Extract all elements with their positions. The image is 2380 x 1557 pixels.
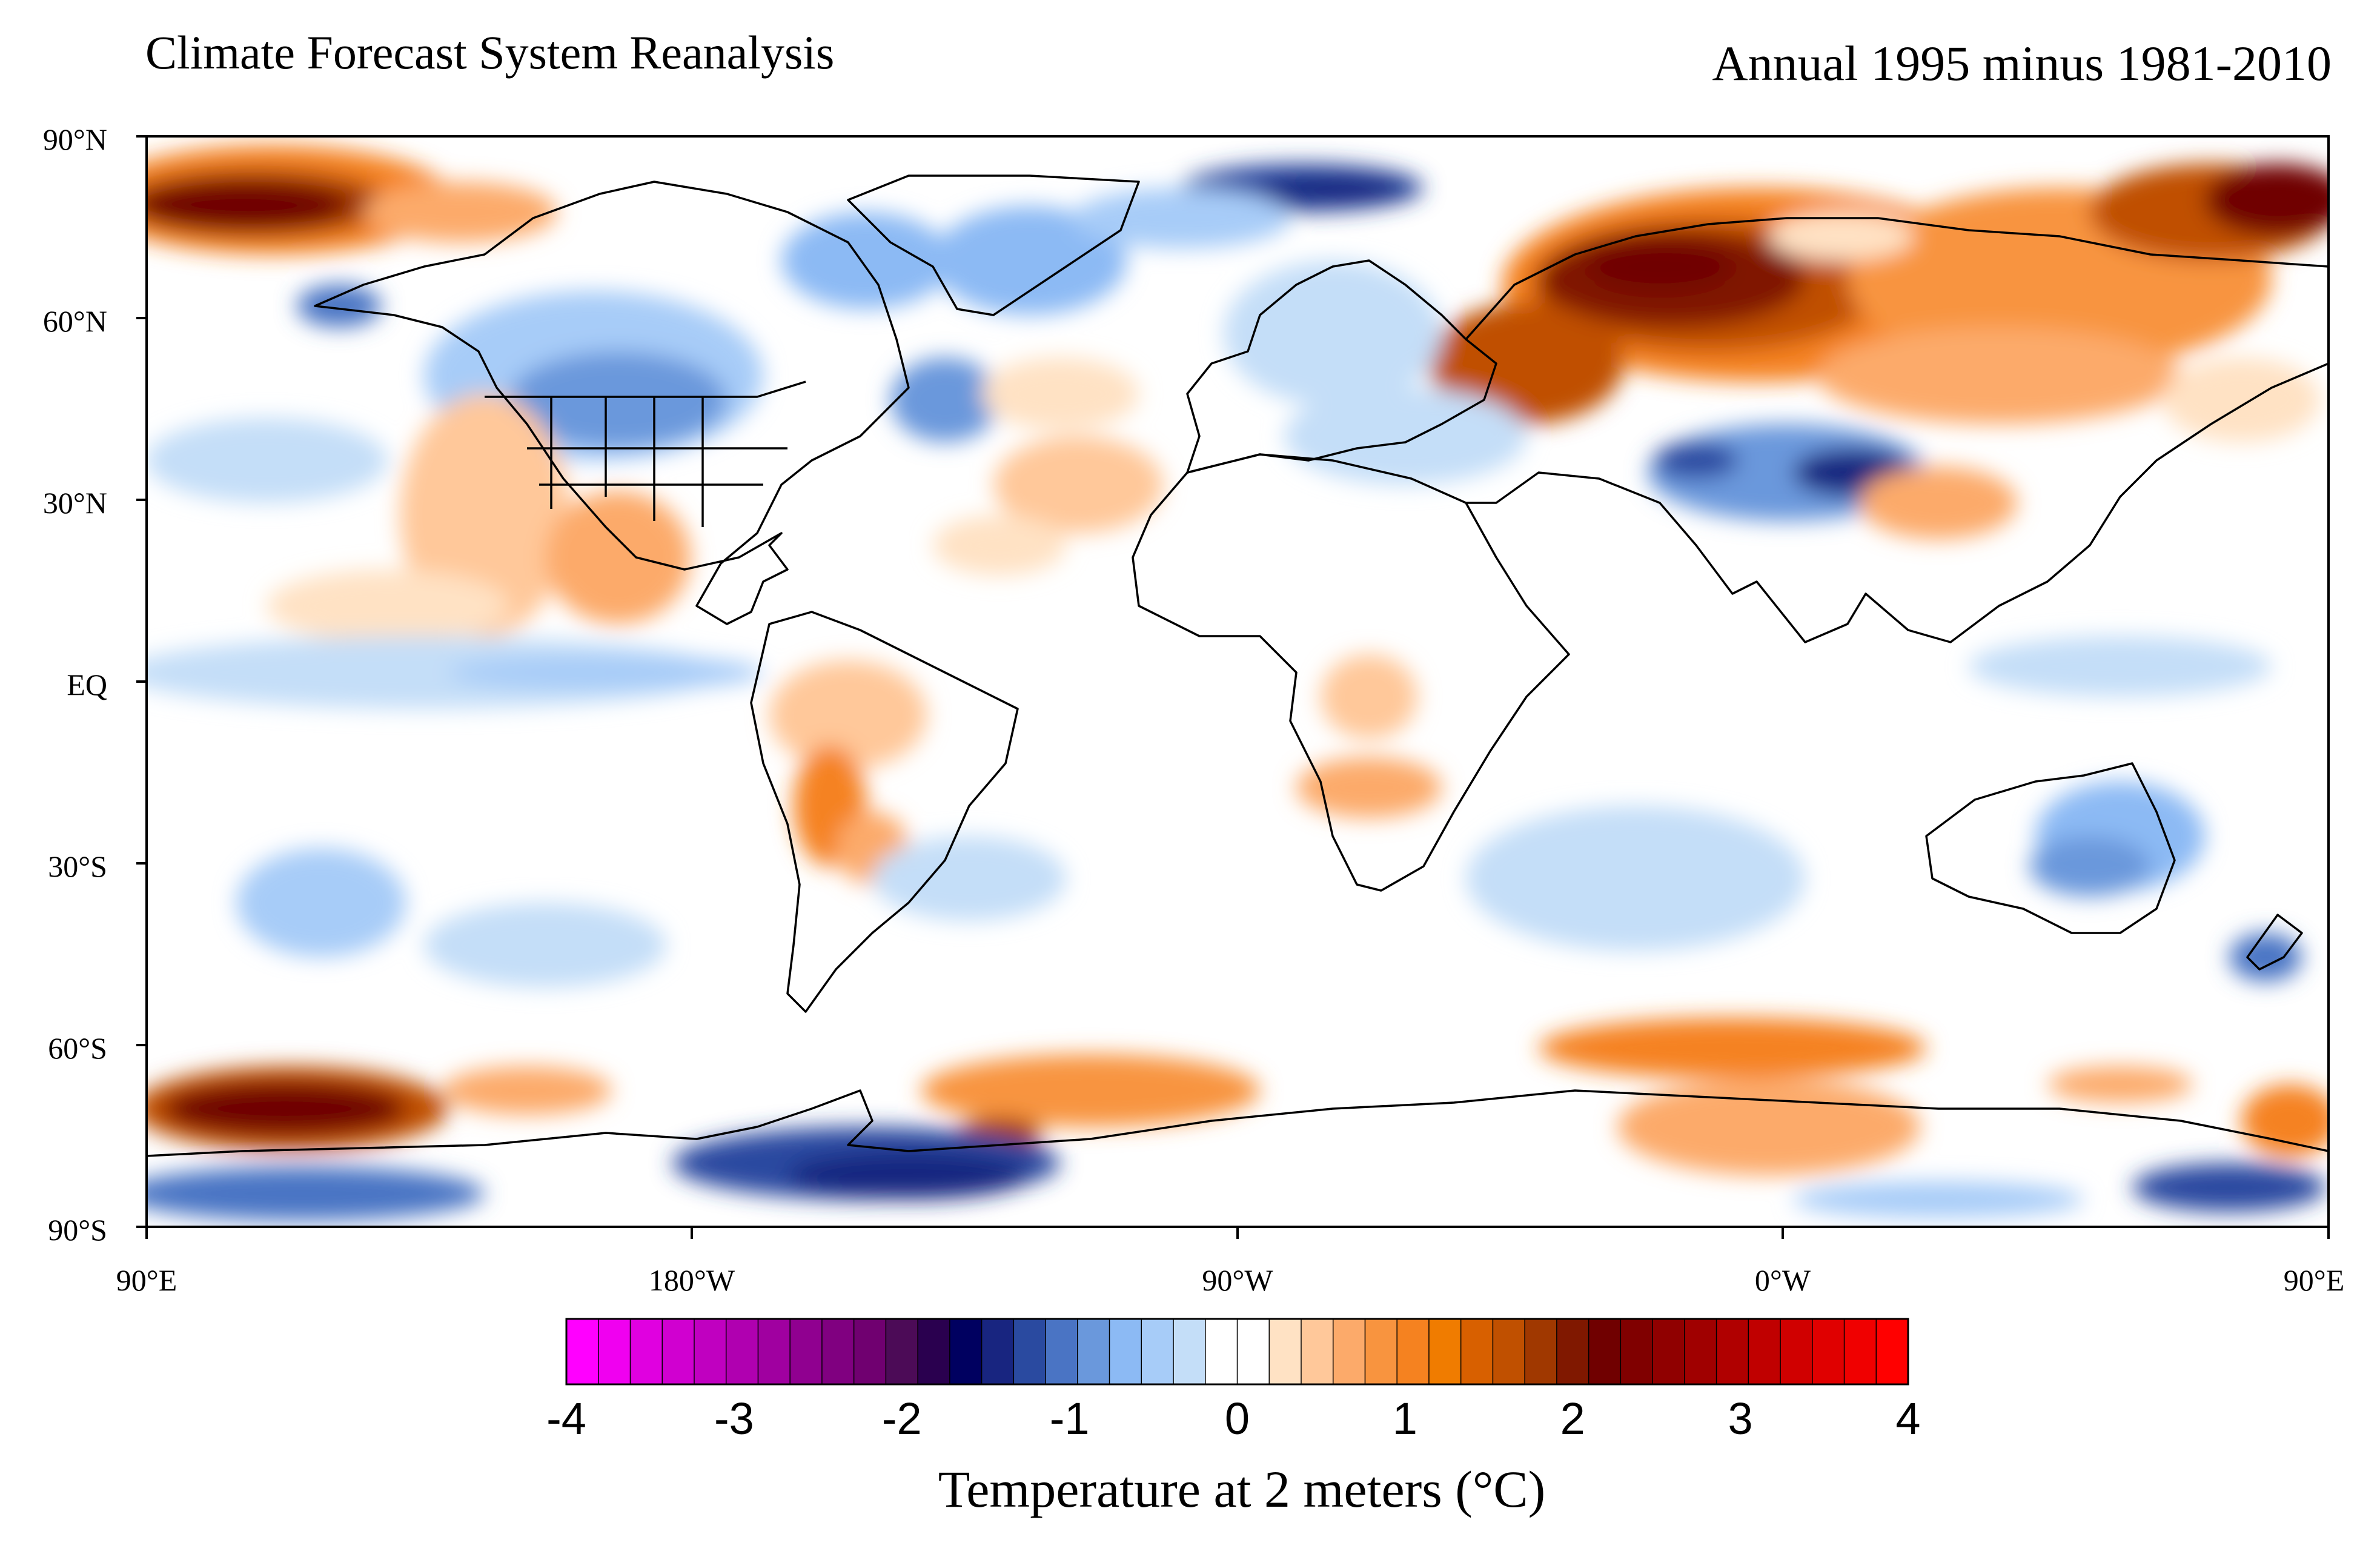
lon-label-90e-left: 90°E — [116, 1263, 177, 1297]
lat-label-eq: EQ — [67, 668, 107, 702]
colorbar-swatch — [1013, 1318, 1047, 1385]
colorbar-swatch — [629, 1318, 663, 1385]
lon-label-180w: 180°W — [648, 1263, 735, 1297]
colorbar-swatch — [757, 1318, 791, 1385]
colorbar-tick-label: 1 — [1392, 1393, 1417, 1444]
axis-ticks — [136, 135, 2330, 1239]
colorbar-swatch — [1556, 1318, 1589, 1385]
anomaly-field — [147, 136, 2329, 1227]
colorbar-tick-label: -4 — [546, 1393, 586, 1444]
colorbar-swatch — [1524, 1318, 1558, 1385]
map-subtitle: Annual 1995 minus 1981-2010 — [1712, 36, 2332, 91]
map-title: Climate Forecast System Reanalysis — [145, 26, 835, 79]
colorbar-swatch — [949, 1318, 983, 1385]
colorbar-swatch — [853, 1318, 887, 1385]
colorbar-swatch — [1301, 1318, 1334, 1385]
colorbar-swatch — [1652, 1318, 1686, 1385]
colorbar-swatch — [1748, 1318, 1782, 1385]
lat-label-60s: 60°S — [48, 1031, 107, 1065]
colorbar-swatch — [1588, 1318, 1622, 1385]
colorbar-tick-label: 3 — [1728, 1393, 1753, 1444]
colorbar-swatch — [1141, 1318, 1175, 1385]
colorbar-swatch — [1684, 1318, 1717, 1385]
colorbar-swatch — [1460, 1318, 1494, 1385]
colorbar-swatch — [1428, 1318, 1462, 1385]
colorbar-swatch — [1620, 1318, 1654, 1385]
colorbar-swatch — [694, 1318, 727, 1385]
lon-label-90w: 90°W — [1202, 1263, 1273, 1297]
colorbar-tick-label: 0 — [1224, 1393, 1250, 1444]
colorbar-swatch — [1715, 1318, 1749, 1385]
colorbar-tick-label: -3 — [714, 1393, 754, 1444]
lat-label-90n: 90°N — [42, 122, 107, 156]
colorbar-tick-label: -2 — [881, 1393, 922, 1444]
colorbar-swatch — [1812, 1318, 1845, 1385]
colorbar-swatch — [1332, 1318, 1366, 1385]
colorbar-swatch — [1205, 1318, 1238, 1385]
colorbar-swatch — [1236, 1318, 1270, 1385]
lat-label-30s: 30°S — [48, 849, 107, 883]
colorbar-swatch — [1268, 1318, 1302, 1385]
colorbar-swatch — [566, 1318, 599, 1385]
colorbar-tick-label: 2 — [1560, 1393, 1585, 1444]
colorbar-swatch — [725, 1318, 759, 1385]
lat-label-90s: 90°S — [48, 1213, 107, 1247]
colorbar-swatch — [1492, 1318, 1526, 1385]
colorbar-swatch — [821, 1318, 855, 1385]
colorbar-tick-label: -1 — [1049, 1393, 1090, 1444]
colorbar-swatch — [789, 1318, 823, 1385]
colorbar-swatch — [1109, 1318, 1142, 1385]
colorbar-swatch — [597, 1318, 631, 1385]
colorbar-swatch — [1045, 1318, 1079, 1385]
lat-label-60n: 60°N — [42, 304, 107, 338]
coastline-outlines — [147, 174, 2329, 1157]
colorbar — [565, 1318, 1909, 1386]
lon-label-90e-right: 90°E — [2283, 1263, 2345, 1297]
colorbar-tick-label: 4 — [1895, 1393, 1921, 1444]
colorbar-swatch — [1173, 1318, 1207, 1385]
colorbar-swatch — [661, 1318, 695, 1385]
colorbar-swatch — [1843, 1318, 1877, 1385]
colorbar-swatch — [1364, 1318, 1398, 1385]
colorbar-swatch — [1396, 1318, 1430, 1385]
lat-label-30n: 30°N — [42, 486, 107, 520]
colorbar-title: Temperature at 2 meters (°C) — [938, 1460, 1546, 1518]
colorbar-swatch — [1780, 1318, 1814, 1385]
colorbar-swatch — [917, 1318, 951, 1385]
colorbar-swatch — [1077, 1318, 1110, 1385]
lon-label-0w: 0°W — [1754, 1263, 1811, 1297]
colorbar-swatch — [981, 1318, 1015, 1385]
colorbar-frame — [565, 1318, 1909, 1386]
colorbar-swatch — [1875, 1318, 1909, 1385]
colorbar-swatch — [885, 1318, 919, 1385]
